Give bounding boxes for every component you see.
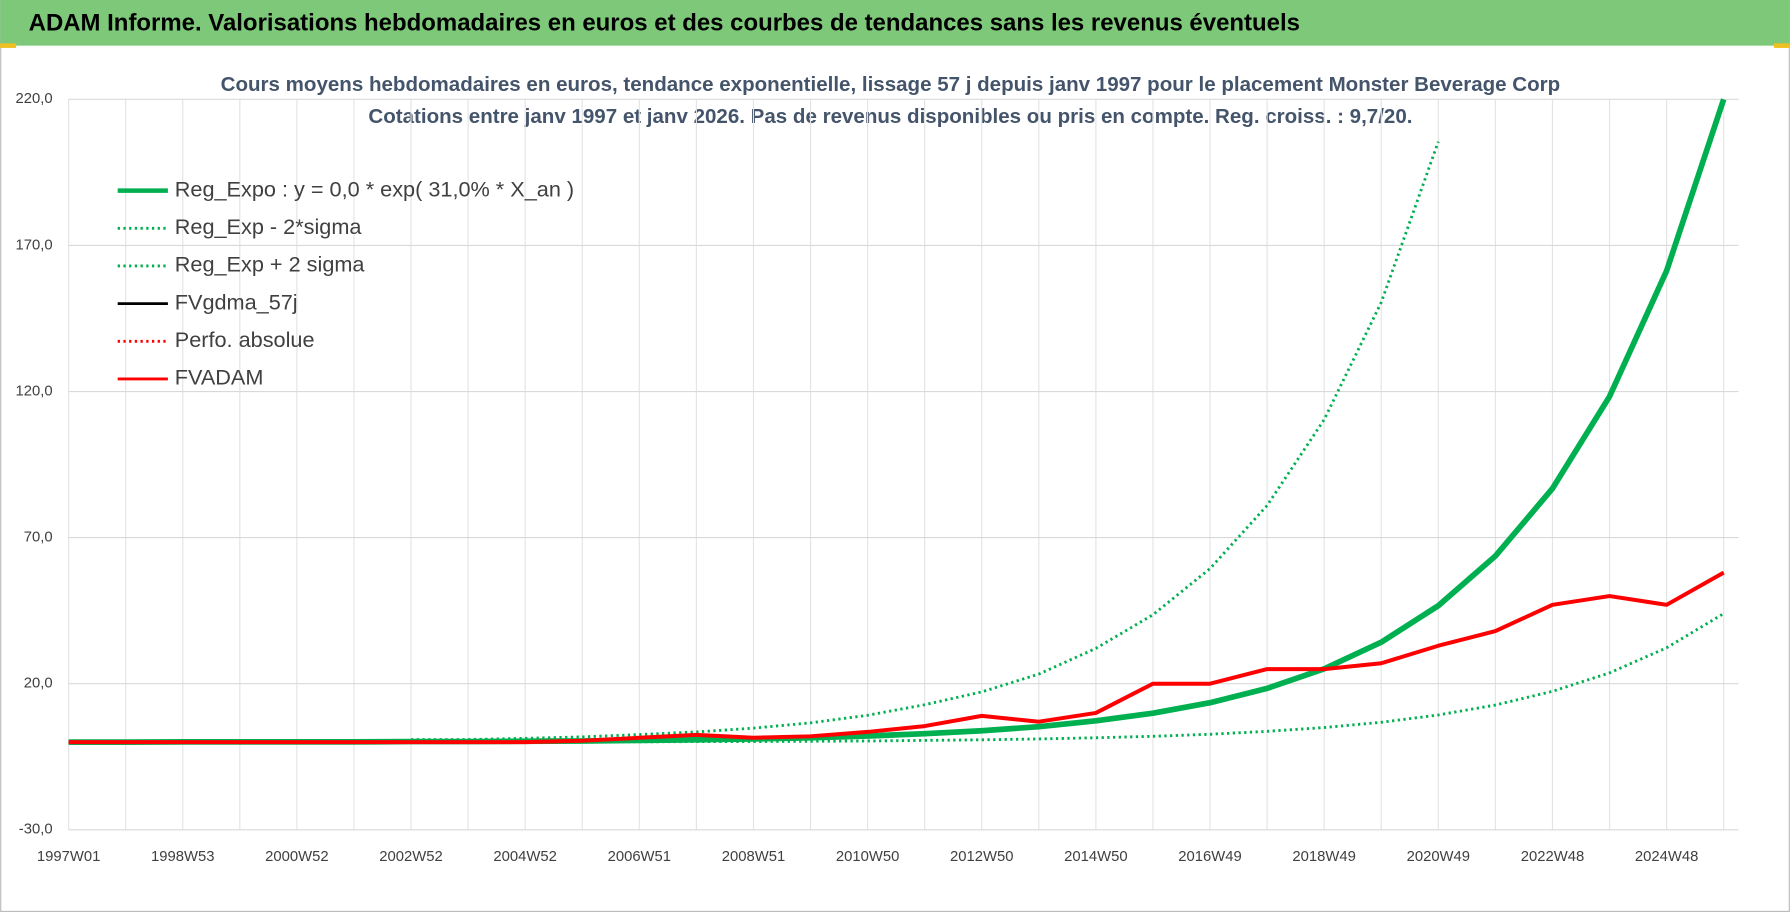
x-tick-label: 2016W49 [1178,849,1241,865]
chart-title: Cours moyens hebdomadaires en euros, ten… [221,73,1561,96]
legend-label: FVADAM [175,365,264,390]
x-tick-label: 2008W51 [722,849,785,865]
x-tick-label: 1997W01 [37,849,100,865]
y-tick-label: 20,0 [24,676,53,692]
x-tick-label: 2006W51 [608,849,671,865]
chart-subtitle: Cotations entre janv 1997 et janv 2026. … [368,105,1412,128]
x-tick-label: 2002W52 [379,849,442,865]
legend-label: Reg_Expo : y = 0,0 * exp( 31,0% * X_an ) [175,176,574,201]
x-tick-label: 2010W50 [836,849,899,865]
y-tick-label: 220,0 [16,91,53,107]
legend-label: Reg_Exp + 2 sigma [175,252,366,277]
x-tick-label: 2022W48 [1521,849,1584,865]
corner [1773,43,1790,48]
corner [0,43,17,48]
x-tick-label: 2000W52 [265,849,328,865]
series-line [582,612,1725,744]
legend-label: FVgdma_57j [175,289,298,314]
x-tick-label: 2004W52 [493,849,556,865]
x-tick-label: 2012W50 [950,849,1013,865]
header-title: ADAM Informe. Valorisations hebdomadaire… [29,9,1300,36]
legend-label: Reg_Exp - 2*sigma [175,214,363,239]
x-tick-label: 2020W49 [1407,849,1470,865]
x-tick-label: 2018W49 [1292,849,1355,865]
series-line [411,141,1440,741]
legend-label: Perfo. absolue [175,327,315,352]
y-tick-label: 120,0 [16,383,53,399]
series-line [68,570,1725,745]
x-tick-label: 2024W48 [1635,849,1698,865]
y-tick-label: 70,0 [24,530,53,546]
x-tick-label: 2014W50 [1064,849,1127,865]
y-tick-label: 170,0 [16,237,53,253]
x-tick-label: 1998W53 [151,849,214,865]
header-bar [0,0,1790,46]
y-tick-label: -30,0 [19,822,53,838]
